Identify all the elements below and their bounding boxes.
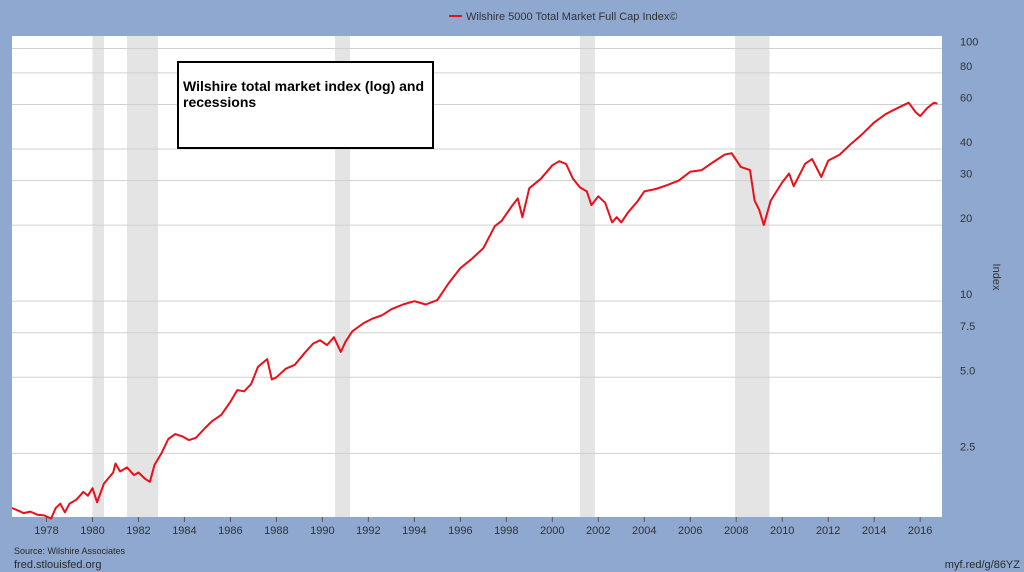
y-tick-label: 20 xyxy=(960,213,972,225)
legend: Wilshire 5000 Total Market Full Cap Inde… xyxy=(449,11,678,23)
recession-band xyxy=(92,36,104,517)
x-tick-label: 2004 xyxy=(632,525,656,537)
x-tick-label: 2012 xyxy=(816,525,840,537)
y-tick-label: 40 xyxy=(960,137,972,149)
short-url[interactable]: myf.red/g/86YZ xyxy=(945,559,1020,571)
annotation-text: Wilshire total market index (log) and rec… xyxy=(183,78,424,110)
recession-band xyxy=(126,36,158,517)
source-note: Source: Wilshire Associates xyxy=(14,546,126,556)
x-tick-label: 1994 xyxy=(402,525,426,537)
recession-band xyxy=(579,36,595,517)
y-tick-label: 2.5 xyxy=(960,441,975,453)
x-tick-label: 2016 xyxy=(908,525,932,537)
x-tick-label: 1982 xyxy=(126,525,150,537)
x-axis-ticks: 1978 1980 1982 1984 1986 1988 1990 1992 1994 1996… xyxy=(34,517,932,537)
gridlines xyxy=(12,47,942,454)
legend-entry: Wilshire 5000 Total Market Full Cap Inde… xyxy=(466,11,678,23)
x-tick-label: 1990 xyxy=(310,525,334,537)
x-tick-label: 2000 xyxy=(540,525,564,537)
x-tick-label: 1998 xyxy=(494,525,518,537)
x-tick-label: 2006 xyxy=(678,525,702,537)
annotation-box: Wilshire total market index (log) and rec… xyxy=(177,61,434,149)
plot-area xyxy=(12,36,942,517)
y-tick-label: 30 xyxy=(960,169,972,181)
x-tick-label: 2010 xyxy=(770,525,794,537)
x-tick-label: 2014 xyxy=(862,525,886,537)
x-tick-label: 1988 xyxy=(264,525,288,537)
annotation-line-2: recessions xyxy=(183,94,256,110)
y-axis-label: Index xyxy=(990,264,1002,291)
annotation-line-1: Wilshire total market index (log) and xyxy=(183,78,424,94)
recession-bands xyxy=(92,36,770,517)
x-tick-label: 1978 xyxy=(34,525,58,537)
series-line xyxy=(11,101,938,520)
x-tick-label: 1984 xyxy=(172,525,196,537)
x-tick-label: 2008 xyxy=(724,525,748,537)
y-tick-label: 60 xyxy=(960,93,972,105)
site-link[interactable]: fred.stlouisfed.org xyxy=(14,559,101,571)
y-tick-label: 80 xyxy=(960,61,972,73)
y-tick-label: 7.5 xyxy=(960,321,975,333)
x-tick-label: 1992 xyxy=(356,525,380,537)
y-tick-label: 5.0 xyxy=(960,365,975,377)
y-tick-label: 100 xyxy=(960,36,978,48)
recession-band xyxy=(335,36,350,517)
x-tick-label: 2002 xyxy=(586,525,610,537)
x-tick-label: 1986 xyxy=(218,525,242,537)
recession-band xyxy=(735,36,770,517)
y-tick-label: 10 xyxy=(960,289,972,301)
x-tick-label: 1980 xyxy=(80,525,104,537)
y-axis-ticks: 2.5 5.0 7.5 10 20 30 40 60 80 100 xyxy=(960,36,978,453)
x-tick-label: 1996 xyxy=(448,525,472,537)
